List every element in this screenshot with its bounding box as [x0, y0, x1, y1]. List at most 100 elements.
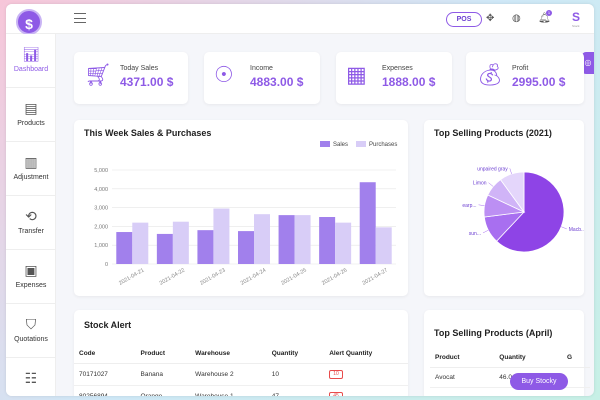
- x-tick-label: 2021-04-22: [159, 268, 186, 287]
- pie-label: earp...: [462, 203, 476, 209]
- document-icon: ☷: [24, 370, 38, 386]
- y-tick-label: 4,000: [94, 187, 108, 193]
- bar-purchases[interactable]: [335, 222, 352, 264]
- legend-label: Sales: [333, 142, 349, 148]
- stat-value: 4883.00 $: [250, 75, 304, 89]
- alert-badge: 10: [329, 370, 343, 379]
- pie-leader-line: [561, 226, 567, 230]
- col-header[interactable]: Quantity: [494, 348, 562, 368]
- avatar-letter: S: [572, 10, 581, 24]
- stock-alert-title: Stock Alert: [84, 320, 132, 330]
- sidebar-item-label: Adjustment: [13, 174, 49, 181]
- sidebar-item-more[interactable]: ☷: [6, 358, 56, 396]
- table-row[interactable]: 80256894 Orange Warehouse 1 47 45: [74, 385, 408, 396]
- pie-leader-line: [482, 229, 489, 234]
- language-globe-icon[interactable]: ◍: [512, 13, 521, 24]
- stat-card-income: ☉ Income 4883.00 $: [204, 52, 320, 104]
- cell-quantity: 10: [266, 363, 325, 386]
- sidebar-item-label: Expenses: [15, 282, 47, 289]
- top-april-table: Product Quantity G Avocat 46.0: [430, 348, 590, 388]
- cell-alert: 45: [324, 385, 408, 396]
- cart-icon: 🛒︎: [84, 62, 112, 87]
- sidebar-item-label: Transfer: [18, 228, 44, 235]
- bar-sales[interactable]: [156, 233, 173, 264]
- sidebar-item-dashboard[interactable]: 📊︎ Dashboard: [6, 34, 56, 88]
- col-header[interactable]: Product: [135, 344, 191, 364]
- pie-slice[interactable]: [499, 171, 525, 214]
- bar-purchases[interactable]: [375, 227, 392, 264]
- bar-sales[interactable]: [359, 182, 376, 264]
- hand-coins-icon: ☉: [214, 62, 234, 87]
- pie-slice[interactable]: [496, 171, 565, 253]
- alert-badge: 45: [329, 392, 343, 396]
- app-window: $ POS ✥ ◍ 🔔︎ 1 S Stock 📊︎ Dashboard ▤ Pro…: [6, 4, 594, 396]
- sidebar-item-products[interactable]: ▤ Products: [6, 88, 56, 142]
- sidebar-item-expenses[interactable]: ▣ Expenses: [6, 250, 56, 304]
- x-tick-label: 2021-04-23: [199, 268, 226, 287]
- bar-sales[interactable]: [197, 230, 214, 264]
- legend-label: Purchases: [369, 142, 398, 148]
- stat-label: Profit: [512, 65, 529, 72]
- col-header[interactable]: Code: [74, 344, 136, 364]
- basket-icon: ⛉: [25, 316, 37, 332]
- sidebar-item-label: Dashboard: [13, 66, 49, 73]
- x-tick-label: 2021-04-26: [321, 268, 348, 287]
- y-tick-label: 1,000: [94, 243, 108, 249]
- table-header-row: Code Product Warehouse Quantity Alert Qu…: [74, 344, 408, 364]
- bar-purchases[interactable]: [172, 221, 189, 264]
- pie-leader-line: [509, 168, 512, 175]
- cell-quantity: 47: [266, 385, 325, 396]
- col-header[interactable]: G: [561, 348, 590, 368]
- fullscreen-icon[interactable]: ✥: [486, 13, 495, 24]
- stock-alert-table: Code Product Warehouse Quantity Alert Qu…: [74, 344, 408, 396]
- sidebar: 📊︎ Dashboard ▤ Products ▥ Adjustment ⟲ T…: [6, 34, 56, 396]
- legend-sales[interactable]: Sales: [320, 141, 348, 148]
- weekly-chart-card: This Week Sales & Purchases Sales Purcha…: [74, 120, 408, 296]
- x-tick-label: 2021-04-25: [280, 268, 307, 287]
- sidebar-item-transfer[interactable]: ⟲ Transfer: [6, 196, 56, 250]
- notification-badge: 1: [546, 10, 552, 16]
- cash-icon: ▦: [346, 62, 367, 87]
- table-header-row: Product Quantity G: [430, 348, 590, 368]
- sidebar-item-label: Products: [17, 120, 45, 127]
- pos-button[interactable]: POS: [446, 12, 482, 27]
- bar-sales[interactable]: [278, 215, 295, 264]
- top-bar: $ POS ✥ ◍ 🔔︎ 1 S Stock: [6, 4, 594, 35]
- pie-label: unpaired gray: [477, 166, 508, 172]
- bell-icon[interactable]: 🔔︎: [538, 13, 551, 24]
- menu-toggle-icon[interactable]: [74, 13, 86, 23]
- app-logo[interactable]: $: [16, 9, 42, 35]
- col-header[interactable]: Alert Quantity: [324, 344, 408, 364]
- pie-label: Limon: [473, 181, 487, 187]
- bar-sales[interactable]: [319, 217, 336, 264]
- table-row[interactable]: 70171027 Banana Warehouse 2 10 10: [74, 363, 408, 386]
- stat-card-today-sales: 🛒︎ Today Sales 4371.00 $: [74, 52, 188, 104]
- bar-sales[interactable]: [116, 232, 133, 264]
- cell-code: 70171027: [74, 363, 136, 386]
- stat-label: Today Sales: [120, 65, 159, 72]
- sidebar-item-adjustment[interactable]: ▥ Adjustment: [6, 142, 56, 196]
- user-avatar[interactable]: S Stock: [572, 10, 581, 28]
- stat-card-expenses: ▦ Expenses 1888.00 $: [336, 52, 452, 104]
- pie-chart: Macb... sun... earp... Limon unpaired gray: [462, 166, 584, 253]
- x-tick-label: 2021-04-21: [118, 268, 145, 287]
- bar-purchases[interactable]: [254, 214, 270, 264]
- bar-sales[interactable]: [238, 231, 254, 264]
- sidebar-item-quotations[interactable]: ⛉ Quotations: [6, 304, 56, 358]
- stat-label: Expenses: [382, 65, 413, 72]
- bar-purchases[interactable]: [294, 215, 311, 264]
- pie-label: sun...: [469, 231, 481, 237]
- bar-purchases[interactable]: [132, 222, 149, 264]
- bar-purchases[interactable]: [213, 208, 230, 264]
- settings-tab-icon[interactable]: ◎: [582, 52, 594, 74]
- y-tick-label: 0: [105, 262, 108, 268]
- col-header[interactable]: Quantity: [266, 344, 325, 364]
- legend-purchases[interactable]: Purchases: [356, 141, 397, 148]
- cell-warehouse: Warehouse 2: [190, 363, 267, 386]
- col-header[interactable]: Warehouse: [190, 344, 267, 364]
- col-header[interactable]: Product: [430, 348, 495, 368]
- transfer-icon: ⟲: [25, 208, 37, 224]
- y-tick-label: 2,000: [94, 224, 108, 230]
- x-tick-label: 2021-04-27: [362, 268, 389, 287]
- buy-stocky-button[interactable]: Buy Stocky: [510, 373, 568, 390]
